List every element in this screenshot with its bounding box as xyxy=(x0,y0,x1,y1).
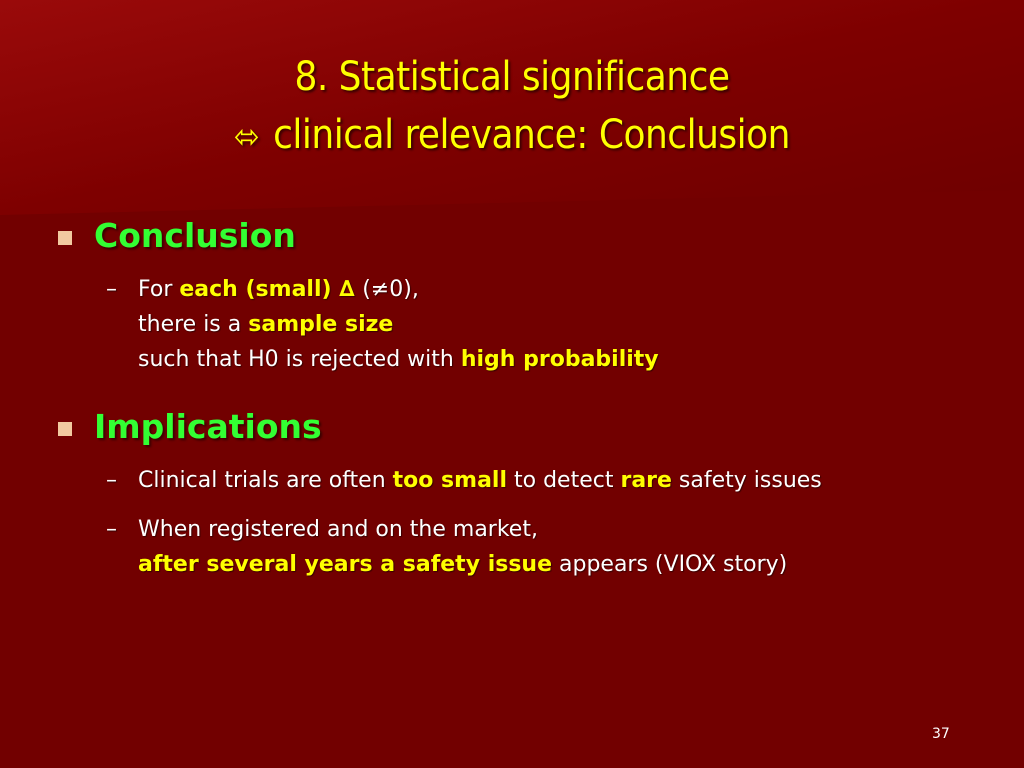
list-item-line: after several years a safety issue appea… xyxy=(138,547,976,582)
highlighted-text: after several years a safety issue xyxy=(138,552,553,577)
slide-title: 8. Statistical significance ⬄ clinical re… xyxy=(0,48,1024,166)
list-item: – When registered and on the market, after… xyxy=(106,512,976,582)
body-text: appears (VIOX story) xyxy=(552,552,788,577)
list-item-line: there is a sample size xyxy=(138,307,976,342)
double-arrow-icon: ⬄ xyxy=(234,117,260,157)
body-text: to detect xyxy=(507,468,621,493)
highlighted-text: sample size xyxy=(248,312,394,337)
square-bullet-icon xyxy=(58,231,72,245)
slide-title-line2-text: clinical relevance: Conclusion xyxy=(273,112,790,158)
body-text: such that H0 is rejected with xyxy=(138,347,461,372)
slide-title-line2: ⬄ clinical relevance: Conclusion xyxy=(0,106,1024,166)
list-item-line: For each (small) ∆ (≠0), xyxy=(138,272,976,307)
dash-bullet-icon: – xyxy=(106,517,117,542)
body-text: For xyxy=(138,277,180,302)
body-text: Clinical trials are often xyxy=(138,468,393,493)
list-item-line: such that H0 is rejected with high proba… xyxy=(138,342,976,377)
section-heading: Implications xyxy=(56,405,976,455)
square-bullet-icon xyxy=(58,422,72,436)
body-text: safety issues xyxy=(671,468,822,493)
body-text: there is a xyxy=(138,312,249,337)
body-text: (≠0), xyxy=(362,277,419,302)
list-item: – For each (small) ∆ (≠0), there is a samp… xyxy=(106,272,976,377)
dash-bullet-icon: – xyxy=(106,468,117,493)
section-heading-label: Conclusion xyxy=(94,216,296,255)
page-number: 37 xyxy=(932,726,950,742)
highlighted-text: rare xyxy=(620,468,672,493)
highlighted-text: too small xyxy=(392,468,508,493)
list-item-line: When registered and on the market, xyxy=(138,512,976,547)
slide-body: Conclusion – For each (small) ∆ (≠0), there… xyxy=(56,214,976,582)
highlighted-text: high probability xyxy=(460,347,659,372)
list-item-line: Clinical trials are often too small to d… xyxy=(138,463,976,498)
highlighted-text: ∆ xyxy=(331,277,363,302)
highlighted-text: each (small) xyxy=(179,277,332,302)
body-text: When registered and on the market, xyxy=(138,517,538,542)
section-heading: Conclusion xyxy=(56,214,976,264)
section-heading-label: Implications xyxy=(94,407,322,446)
slide-title-line1: 8. Statistical significance xyxy=(294,54,730,100)
dash-bullet-icon: – xyxy=(106,277,117,302)
list-item: – Clinical trials are often too small to … xyxy=(106,463,976,498)
